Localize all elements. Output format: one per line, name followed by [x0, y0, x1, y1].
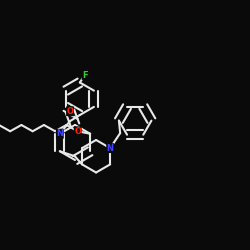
Text: O: O	[74, 127, 81, 136]
Text: N: N	[56, 129, 63, 138]
Text: O: O	[66, 107, 73, 116]
Text: F: F	[82, 70, 88, 80]
Text: N: N	[107, 144, 114, 152]
